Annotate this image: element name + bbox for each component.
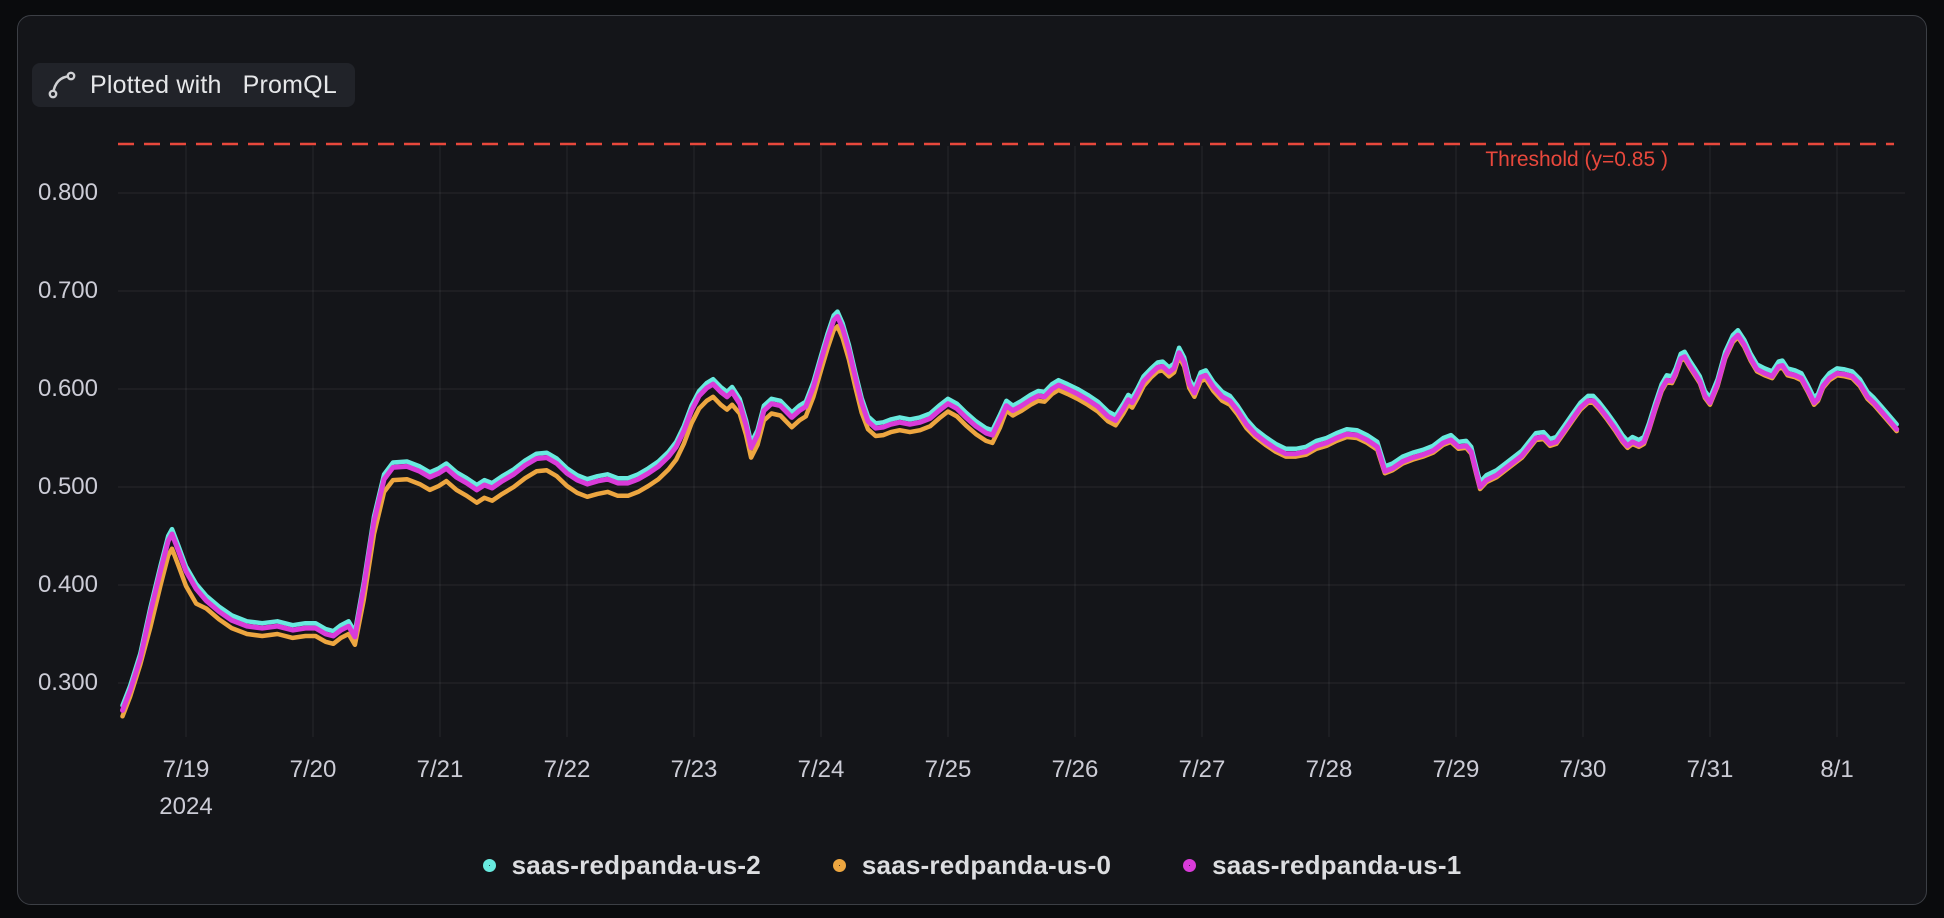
x-tick-label: 7/19: [162, 756, 210, 783]
y-tick-label: 0.500: [37, 473, 98, 500]
legend-label: saas-redpanda-us-0: [861, 850, 1112, 880]
curve-icon: [46, 69, 78, 101]
legend-ring-icon: [482, 859, 496, 872]
y-tick-label: 0.800: [37, 179, 98, 206]
x-tick-label: 7/22: [543, 756, 591, 783]
legend-label: saas-redpanda-us-1: [1212, 850, 1462, 880]
legend-item-saas-redpanda-us-2[interactable]: saas-redpanda-us-2: [482, 850, 761, 881]
legend: saas-redpanda-us-2 saas-redpanda-us-0 sa…: [0, 850, 1944, 881]
x-tick-label: 7/29: [1432, 756, 1480, 783]
x-tick-label: 7/27: [1178, 756, 1226, 783]
y-tick-label: 0.300: [37, 669, 98, 696]
chart-panel: [17, 15, 1927, 905]
series-line-saas-redpanda-us-2[interactable]: [120, 309, 1899, 708]
x-tick-label: 7/30: [1559, 756, 1607, 783]
x-tick-label: 7/25: [924, 756, 972, 783]
x-tick-label: 7/28: [1305, 756, 1353, 783]
x-tick-label: 7/26: [1051, 756, 1099, 783]
y-tick-label: 0.400: [37, 571, 98, 598]
legend-ring-icon: [1183, 859, 1197, 872]
legend-item-saas-redpanda-us-1[interactable]: saas-redpanda-us-1: [1183, 850, 1461, 881]
y-tick-label: 0.600: [37, 375, 98, 402]
series-line-saas-redpanda-us-0[interactable]: [120, 324, 1899, 719]
x-tick-label: 7/21: [416, 756, 464, 783]
x-tick-label: 7/23: [670, 756, 718, 783]
series-line-saas-redpanda-us-1[interactable]: [120, 314, 1900, 713]
grid-lines: [118, 146, 1905, 737]
x-tick-label: 7/20: [289, 756, 337, 783]
x-tick-year-label: 2024: [159, 793, 213, 820]
y-tick-label: 0.700: [37, 277, 98, 304]
x-tick-label: 7/24: [797, 756, 845, 783]
legend-item-saas-redpanda-us-0[interactable]: saas-redpanda-us-0: [832, 850, 1112, 881]
x-tick-label: 7/31: [1686, 756, 1734, 783]
legend-label: saas-redpanda-us-2: [511, 850, 761, 880]
badge-prefix-label: Plotted with: [90, 70, 222, 99]
promql-badge: Plotted with PromQL: [32, 63, 355, 107]
x-tick-label: 8/1: [1820, 756, 1854, 783]
threshold-label: Threshold (y=0.85 ): [1485, 148, 1668, 171]
legend-ring-icon: [832, 859, 846, 872]
badge-product-label: PromQL: [242, 70, 337, 99]
